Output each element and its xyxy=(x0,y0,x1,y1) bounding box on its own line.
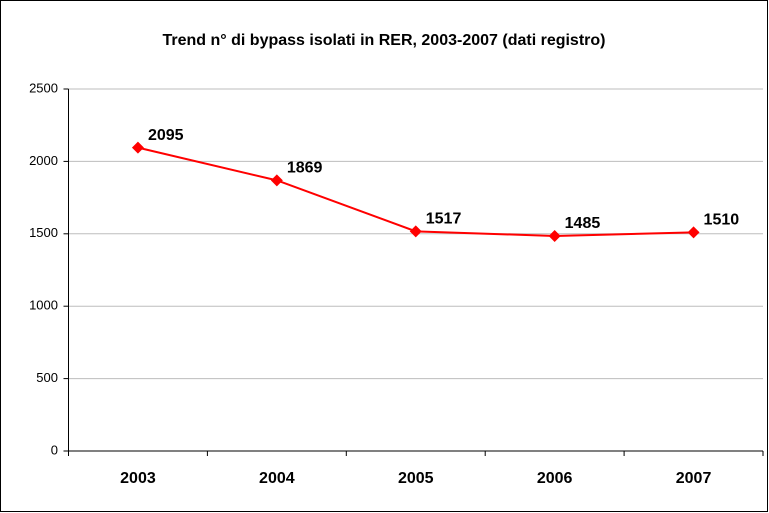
data-label: 2095 xyxy=(148,127,184,144)
x-tick-label: 2004 xyxy=(259,470,295,487)
y-tick-label: 1500 xyxy=(29,225,58,240)
y-tick-label: 1000 xyxy=(29,298,58,313)
chart-title: Trend n° di bypass isolati in RER, 2003-… xyxy=(163,32,606,49)
marker xyxy=(548,229,561,242)
marker xyxy=(131,141,144,154)
marker xyxy=(687,226,700,239)
marker xyxy=(270,174,283,187)
y-tick-label: 500 xyxy=(36,370,58,385)
data-label: 1869 xyxy=(287,160,323,177)
x-tick-label: 2003 xyxy=(120,470,156,487)
data-label: 1485 xyxy=(565,215,601,232)
x-tick-label: 2007 xyxy=(676,470,712,487)
x-tick-label: 2005 xyxy=(398,470,434,487)
y-tick-label: 2500 xyxy=(29,80,58,95)
marker xyxy=(409,225,422,238)
data-label: 1510 xyxy=(704,212,740,229)
data-label: 1517 xyxy=(426,211,462,228)
y-tick-label: 0 xyxy=(51,442,58,457)
x-tick-label: 2006 xyxy=(537,470,573,487)
y-tick-label: 2000 xyxy=(29,153,58,168)
